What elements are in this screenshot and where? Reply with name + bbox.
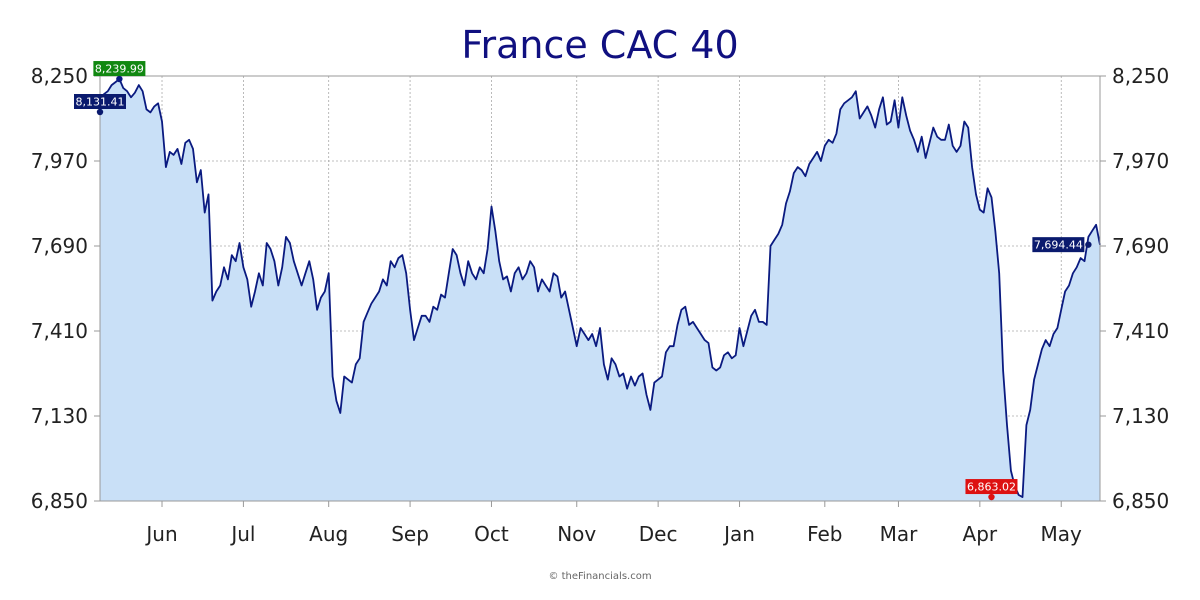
y-tick-label-right: 8,250 bbox=[1112, 64, 1169, 88]
y-tick-label-left: 7,410 bbox=[31, 319, 88, 343]
y-tick-label-left: 7,970 bbox=[31, 149, 88, 173]
x-tick-label: May bbox=[1041, 522, 1083, 546]
max-value-dot bbox=[116, 75, 123, 83]
x-tick-label: Oct bbox=[474, 522, 509, 546]
x-tick-label: Nov bbox=[557, 522, 596, 546]
start-value-tag bbox=[74, 94, 126, 110]
start-value-dot bbox=[96, 108, 104, 116]
y-tick-label-left: 6,850 bbox=[31, 489, 88, 513]
plot-frame bbox=[99, 75, 1101, 502]
axis-labels: 8,250 8,250 7,970 7,970 7,690 7,690 7,410 7,410… bbox=[31, 64, 1170, 546]
last-value-tag bbox=[1032, 237, 1085, 253]
y-tick-label-left: 8,250 bbox=[31, 64, 88, 88]
min-value-dot bbox=[988, 493, 995, 501]
plot-area bbox=[99, 78, 1101, 501]
y-tick-label-right: 7,970 bbox=[1112, 149, 1169, 173]
last-value-dot bbox=[1085, 241, 1092, 248]
x-tick-label: Apr bbox=[963, 522, 998, 546]
y-tick-label-left: 7,690 bbox=[31, 234, 88, 258]
x-tick-label: Feb bbox=[807, 522, 842, 546]
min-value-tag bbox=[965, 479, 1018, 495]
price-line bbox=[99, 78, 1101, 499]
x-tick-label: Jul bbox=[229, 522, 255, 546]
chart-title: France CAC 40 bbox=[461, 23, 738, 67]
start-value-label: 8,131.41 bbox=[76, 96, 125, 109]
x-tick-label: Dec bbox=[639, 522, 678, 546]
y-tick-label-right: 6,850 bbox=[1112, 489, 1169, 513]
max-value-tag bbox=[93, 61, 146, 77]
min-value-label: 6,863.02 bbox=[967, 481, 1016, 494]
x-tick-label: Jun bbox=[144, 522, 177, 546]
x-tick-label: Aug bbox=[309, 522, 348, 546]
y-tick-label-right: 7,690 bbox=[1112, 234, 1169, 258]
x-tick-label: Mar bbox=[880, 522, 919, 546]
last-value-label: 7,694.44 bbox=[1034, 239, 1083, 252]
y-tick-label-left: 7,130 bbox=[31, 404, 88, 428]
area-fill bbox=[100, 79, 1100, 501]
y-tick-label-right: 7,130 bbox=[1112, 404, 1169, 428]
y-tick-label-right: 7,410 bbox=[1112, 319, 1169, 343]
x-tick-label: Sep bbox=[391, 522, 429, 546]
value-markers: 8,239.99 8,131.41 6,863.02 7,694.44 bbox=[74, 61, 1092, 501]
max-value-label: 8,239.99 bbox=[95, 63, 144, 76]
x-tick-label: Jan bbox=[722, 522, 755, 546]
credit-text: © theFinancials.com bbox=[548, 571, 651, 582]
